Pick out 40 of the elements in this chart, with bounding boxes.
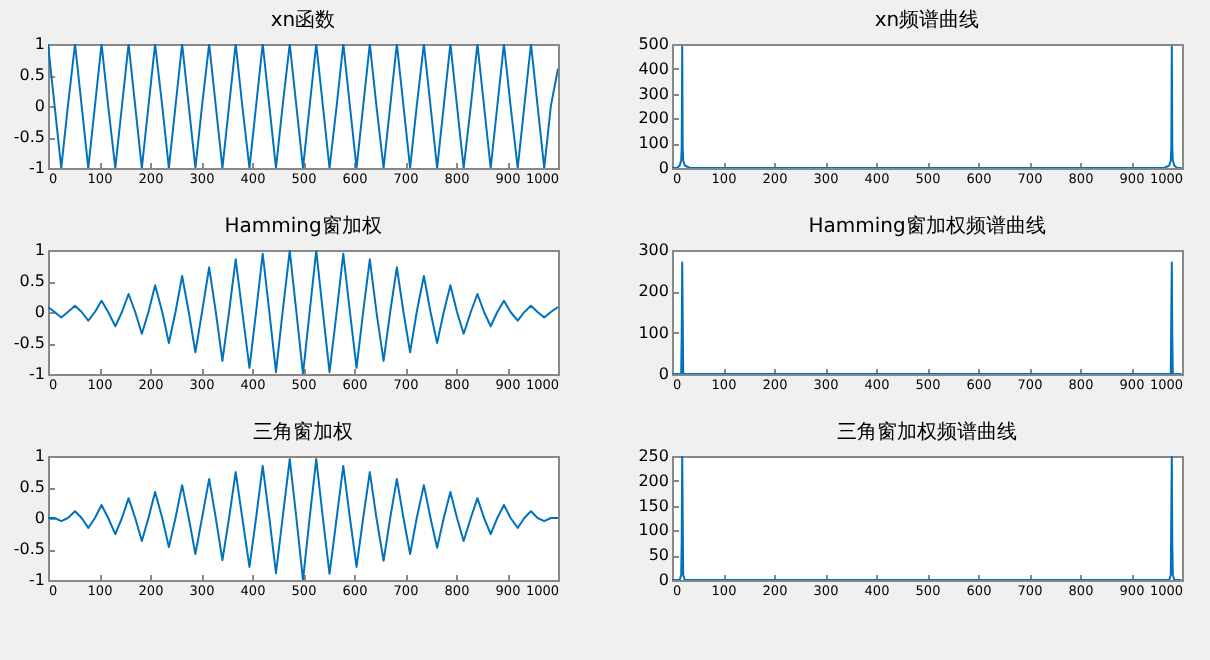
y-tick-label: 0 (34, 97, 45, 115)
chart-title: xn函数 (270, 10, 336, 32)
y-tick-label: -0.5 (13, 334, 45, 352)
y-tick-label: -1 (29, 159, 45, 177)
y-tick-label: 400 (638, 59, 669, 78)
y-tick-label: 0.5 (19, 478, 45, 496)
y-tick-label: -0.5 (13, 540, 45, 558)
line-series (672, 261, 1182, 374)
line-series (672, 45, 1182, 168)
y-tick-label: 500 (638, 35, 669, 53)
line-series (48, 250, 558, 374)
y-tick-label: 100 (638, 134, 669, 153)
y-tick-label: 100 (638, 323, 669, 342)
y-tick-label: 250 (638, 447, 669, 465)
y-tick-label: 1 (34, 35, 45, 53)
y-tick-label: -1 (29, 365, 45, 383)
chart-title: 三角窗加权频谱曲线 (837, 420, 1017, 444)
y-tick-label: 1 (34, 447, 45, 465)
y-tick-label: 150 (638, 496, 669, 515)
y-tick-label: 300 (638, 241, 669, 259)
y-tick-label: 0.5 (19, 272, 45, 290)
y-tick-label: 100 (638, 521, 669, 540)
line-series (48, 458, 558, 580)
y-tick-label: 200 (638, 471, 669, 490)
chart-title: xn频谱曲线 (874, 8, 980, 32)
y-tick-label: 200 (638, 282, 669, 301)
y-tick-label: 0 (34, 509, 45, 527)
chart-title: Hamming窗加权 (224, 214, 382, 238)
y-tick-label: -0.5 (13, 128, 45, 146)
chart-title: Hamming窗加权频谱曲线 (808, 214, 1046, 238)
y-tick-label: 50 (648, 546, 669, 565)
line-series (48, 44, 558, 168)
y-tick-label: -1 (29, 571, 45, 589)
y-tick-label: 1 (34, 241, 45, 259)
y-tick-label: 0.5 (19, 66, 45, 84)
line-series (672, 456, 1182, 580)
y-tick-label: 0 (34, 303, 45, 321)
y-tick-label: 300 (638, 84, 669, 103)
chart-title: 三角窗加权 (253, 420, 353, 444)
y-tick-label: 200 (638, 109, 669, 128)
